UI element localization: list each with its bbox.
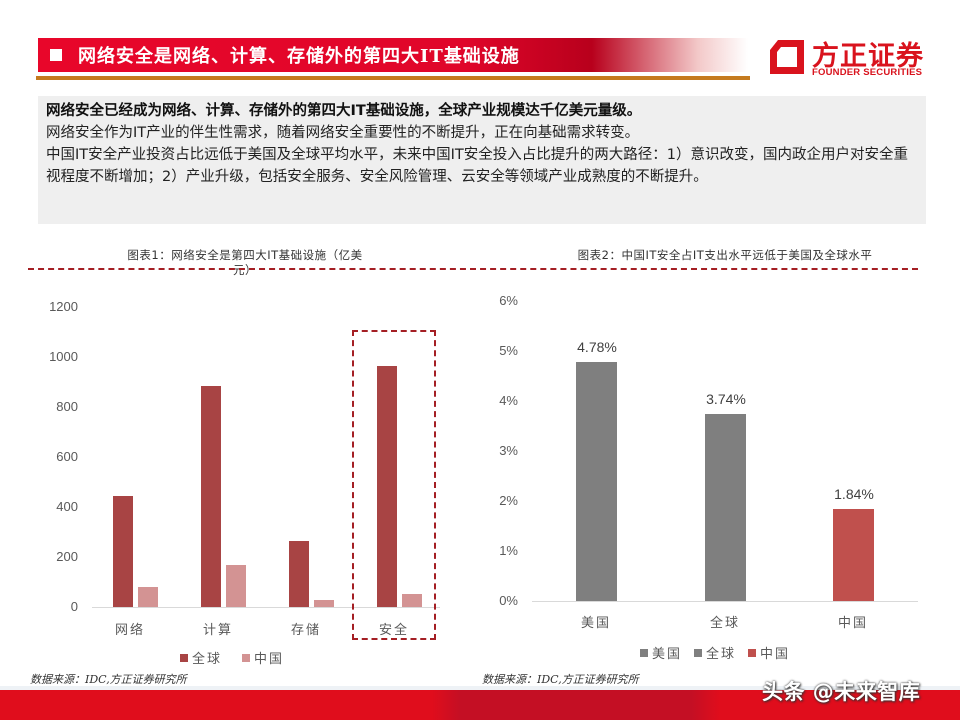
legend-item-global: 全球 [180, 648, 222, 667]
chart1-x-axis [92, 607, 440, 608]
chart1-ytick: 1200 [49, 299, 78, 314]
chart2-legend: 美国 全球 中国 [640, 643, 810, 662]
bar-global [705, 414, 746, 601]
legend-item-usa: 美国 [640, 643, 682, 662]
security-highlight-box [352, 330, 436, 640]
legend-label: 全球 [706, 647, 737, 662]
chart1-title-line2: 元） [233, 263, 257, 277]
chart1-category: 计算 [202, 623, 233, 638]
legend-item-global: 全球 [694, 643, 736, 662]
bar-china-compute [226, 565, 246, 607]
chart2-x-axis [532, 601, 918, 602]
bar-china-storage [314, 600, 334, 607]
bullet-square-icon [50, 49, 62, 61]
data-label-global: 3.74% [706, 391, 746, 407]
bar-usa [576, 362, 617, 601]
logo-english-name: FOUNDER SECURITIES [812, 67, 923, 78]
chart1-category: 网络 [114, 623, 145, 638]
legend-swatch-icon [694, 648, 703, 657]
data-label-china: 1.84% [834, 486, 874, 502]
chart1-title: 图表1：网络安全是第四大IT基础设施（亿美 元） [100, 248, 390, 278]
watermark: 头条 @未来智库 [762, 680, 921, 704]
chart2-title: 图表2：中国IT安全占IT支出水平远低于美国及全球水平 [577, 248, 873, 262]
bar-global-security [377, 366, 397, 607]
summary-line-2: 网络安全作为IT产业的伴生性需求，随着网络安全重要性的不断提升，正在向基础需求转… [46, 125, 640, 141]
legend-label: 中国 [760, 647, 791, 662]
bar-global-network [113, 496, 133, 607]
chart2-ytick: 5% [499, 343, 518, 358]
page-title: 网络安全是网络、计算、存储外的第四大IT基础设施 [78, 46, 520, 67]
legend-item-china: 中国 [748, 643, 790, 662]
chart2-ytick: 2% [499, 493, 518, 508]
footer-bar [0, 690, 960, 720]
chart1-title-line1: 图表1：网络安全是第四大IT基础设施（亿美 [127, 248, 363, 262]
data-label-usa: 4.78% [577, 339, 617, 355]
chart2-ytick: 0% [499, 593, 518, 608]
chart2-source: 数据来源：IDC,方正证券研究所 [482, 673, 639, 686]
legend-item-china: 中国 [242, 648, 284, 667]
chart1-ytick: 0 [70, 599, 78, 614]
chart2-category: 全球 [709, 616, 740, 631]
title-banner: 网络安全是网络、计算、存储外的第四大IT基础设施 [38, 38, 748, 72]
bar-china-network [138, 587, 158, 607]
founder-logo: 方正证券 FOUNDER SECURITIES [768, 34, 928, 82]
legend-swatch-icon [748, 648, 757, 657]
chart2-ytick: 4% [499, 393, 518, 408]
chart1-ytick: 400 [56, 499, 78, 514]
legend-label: 全球 [192, 652, 223, 667]
bar-china [833, 509, 874, 601]
chart1-category: 存储 [290, 623, 321, 638]
legend-swatch-icon [640, 648, 648, 657]
chart1-ytick: 1000 [49, 349, 78, 364]
chart2-category: 中国 [837, 616, 868, 631]
summary-box: 网络安全已经成为网络、计算、存储外的第四大IT基础设施，全球产业规模达千亿美元量… [38, 96, 926, 224]
bar-china-security [402, 594, 422, 607]
title-underline [36, 76, 750, 80]
bar-global-storage [289, 541, 309, 607]
chart1-source: 数据来源：IDC,方正证券研究所 [30, 673, 187, 686]
legend-swatch-icon [180, 653, 188, 662]
chart2-category: 美国 [580, 616, 611, 631]
chart2-ytick: 6% [499, 293, 518, 308]
chart1-ytick: 800 [56, 399, 78, 414]
chart2-ytick: 3% [499, 443, 518, 458]
chart1-category: 安全 [378, 623, 409, 638]
founder-logo-mark-icon [770, 40, 804, 74]
section-divider [28, 268, 918, 270]
footer-shade [0, 686, 960, 690]
summary-line-3: 中国IT安全产业投资占比远低于美国及全球平均水平，未来中国IT安全投入占比提升的… [46, 147, 908, 185]
legend-label: 中国 [254, 652, 285, 667]
bar-global-compute [201, 386, 221, 607]
chart1-ytick: 200 [56, 549, 78, 564]
chart2-ytick: 1% [499, 543, 518, 558]
legend-label: 美国 [652, 647, 683, 662]
chart1-legend: 全球 中国 [180, 648, 304, 667]
logo-chinese-name: 方正证券 [812, 41, 924, 72]
chart1-ytick: 600 [56, 449, 78, 464]
summary-lead: 网络安全已经成为网络、计算、存储外的第四大IT基础设施，全球产业规模达千亿美元量… [46, 103, 642, 119]
legend-swatch-icon [242, 653, 251, 662]
